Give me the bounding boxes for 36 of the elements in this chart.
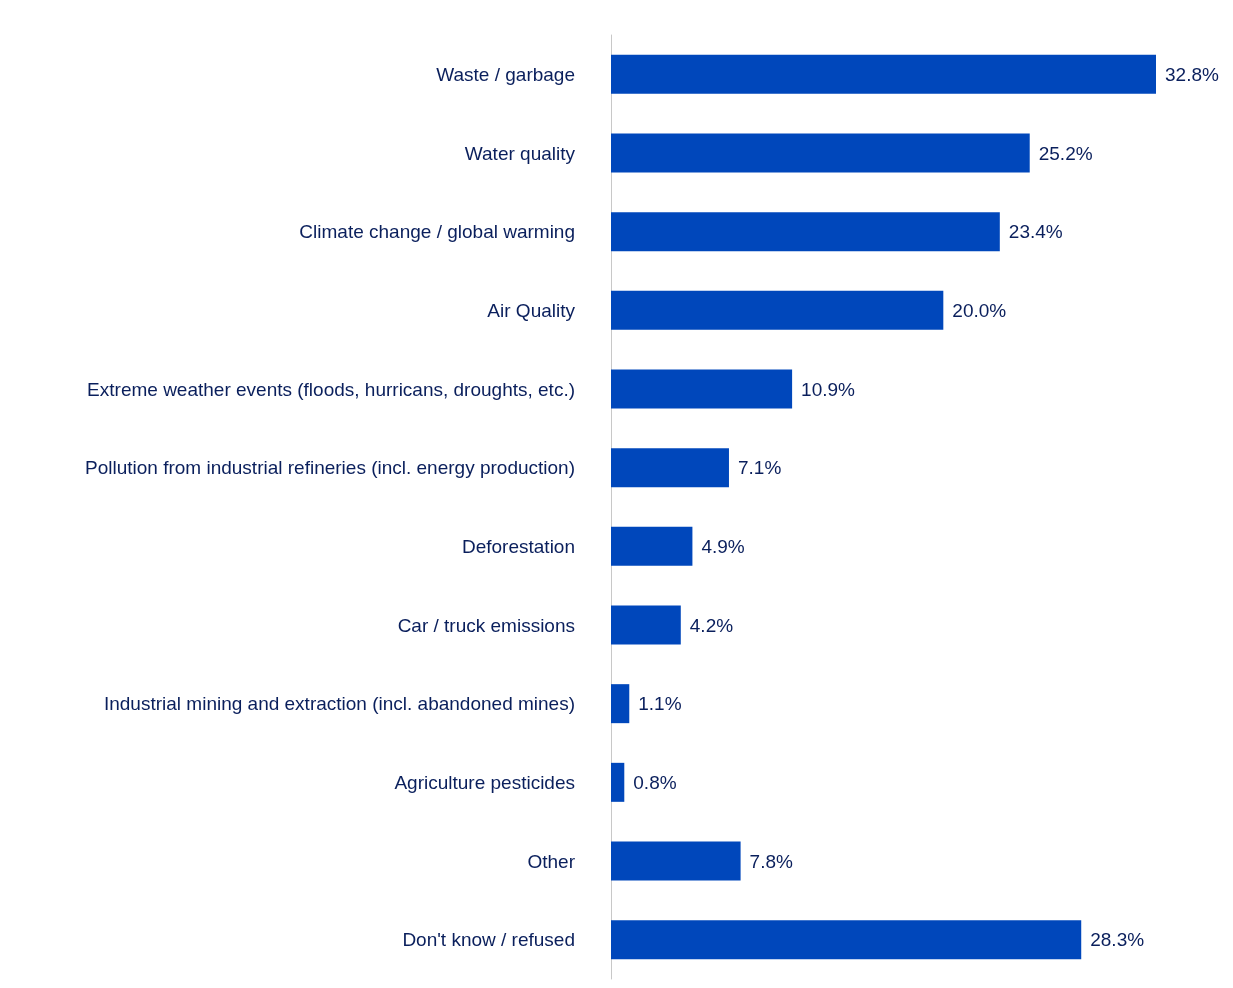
data-label: 1.1% [638,693,682,715]
y-tick-label: Extreme weather events (floods, hurricans, droughts, etc.) [87,378,575,400]
y-tick-label: Air Quality [487,299,576,321]
y-tick-label: Waste / garbage [436,63,575,85]
data-label: 28.3% [1090,929,1145,951]
y-tick-label: Water quality [464,142,576,164]
y-tick-label: Don't know / refused [402,929,575,951]
bar [611,133,1030,173]
bar [611,448,729,488]
bar [611,605,681,645]
bar [611,369,793,409]
bar [611,290,944,330]
data-label: 10.9% [801,378,856,400]
y-tick-label: Car / truck emissions [397,614,575,636]
data-label: 7.8% [749,850,794,872]
bar [611,212,1000,252]
bar [611,54,1156,94]
data-label: 25.2% [1038,142,1093,164]
data-label: 20.0% [952,299,1007,321]
bar [611,841,741,881]
data-label: 32.8% [1165,63,1219,85]
data-label: 7.1% [737,457,782,479]
bar [611,684,630,724]
y-tick-label: Pollution from industrial refineries (incl. energy production) [84,457,575,479]
y-tick-label: Industrial mining and extraction (incl. abandoned mines) [103,693,575,715]
data-label: 4.2% [689,614,734,636]
y-tick-label: Deforestation [461,535,575,557]
data-label: 0.8% [633,771,677,793]
bar [611,920,1082,960]
y-tick-label: Agriculture pesticides [394,771,575,793]
bar [611,762,625,802]
y-tick-label: Other [527,850,576,872]
data-label: 4.9% [701,535,745,557]
y-tick-label: Climate change / global warming [299,221,575,243]
data-label: 23.4% [1008,221,1063,243]
bar [611,526,693,566]
